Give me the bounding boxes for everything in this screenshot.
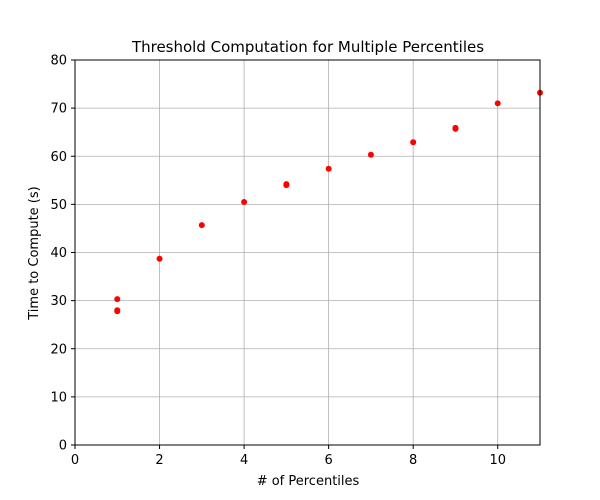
x-tick-label: 10 [489, 453, 506, 468]
data-point [198, 222, 205, 229]
y-tick-label: 60 [50, 150, 67, 165]
data-point [410, 139, 417, 146]
x-tick-label: 0 [71, 453, 79, 468]
x-axis-label: # of Percentiles [257, 474, 360, 489]
data-point [114, 296, 121, 303]
y-tick-label: 70 [50, 102, 67, 117]
chart-title: Threshold Computation for Multiple Perce… [131, 38, 484, 56]
x-tick-label: 6 [324, 453, 332, 468]
y-axis-ticks: 0 10 20 30 40 50 60 70 80 [50, 54, 75, 454]
data-points [114, 89, 543, 315]
y-tick-label: 20 [50, 342, 67, 357]
y-axis-label: Time to Compute (s) [27, 186, 42, 320]
y-tick-label: 50 [50, 198, 67, 213]
data-point [283, 181, 290, 188]
x-tick-label: 2 [155, 453, 163, 468]
y-tick-label: 10 [50, 390, 67, 405]
y-tick-label: 30 [50, 294, 67, 309]
data-point [452, 124, 459, 131]
data-point [114, 307, 121, 314]
data-point [325, 165, 332, 172]
data-point [494, 100, 501, 107]
y-tick-label: 0 [59, 439, 67, 454]
grid-lines [74, 59, 540, 446]
x-axis-ticks: 0 2 4 6 8 10 [71, 445, 506, 468]
y-tick-label: 80 [50, 54, 67, 69]
x-tick-label: 8 [409, 453, 417, 468]
x-tick-label: 4 [240, 453, 248, 468]
data-point [367, 151, 374, 158]
data-point [156, 255, 163, 262]
y-tick-label: 40 [50, 246, 67, 261]
data-point [241, 198, 248, 205]
